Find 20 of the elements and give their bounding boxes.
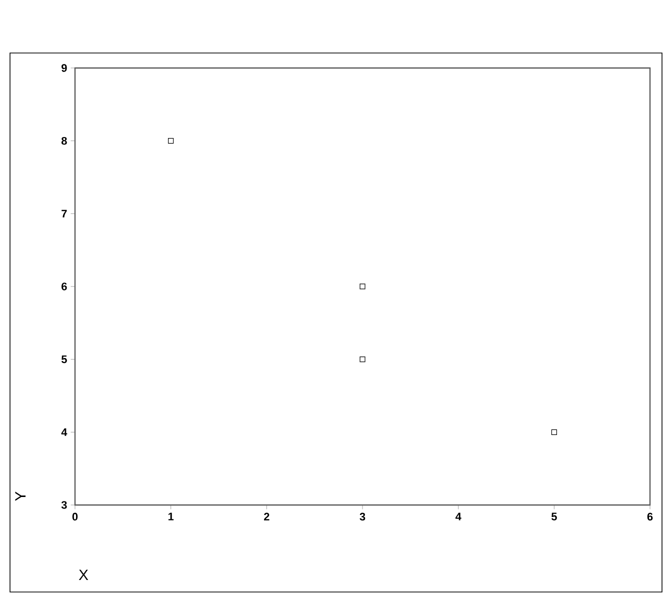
y-tick-label: 8 — [61, 136, 67, 145]
point — [360, 356, 366, 362]
x-axis-title: X — [78, 570, 88, 580]
x-tick-label: 1 — [168, 512, 174, 520]
x-tick-label: 3 — [360, 512, 366, 521]
point — [360, 284, 366, 290]
x-tick-label: 4 — [455, 512, 462, 520]
x-tick-label: 6 — [647, 512, 653, 521]
point — [168, 138, 174, 144]
y-tick-label: 3 — [61, 501, 67, 509]
y-tick-label: 9 — [62, 64, 67, 72]
y-tick-label: 4 — [61, 428, 68, 436]
point — [551, 429, 557, 435]
x-tick-label: 5 — [551, 512, 557, 520]
y-tick-label: 5 — [61, 356, 67, 364]
y-tick-label: 7 — [62, 210, 67, 218]
y-tick-label: 6 — [62, 282, 67, 290]
x-tick-label: 0 — [72, 512, 78, 521]
x-tick-label: 2 — [264, 512, 270, 520]
y-axis-title: Y — [15, 492, 26, 501]
